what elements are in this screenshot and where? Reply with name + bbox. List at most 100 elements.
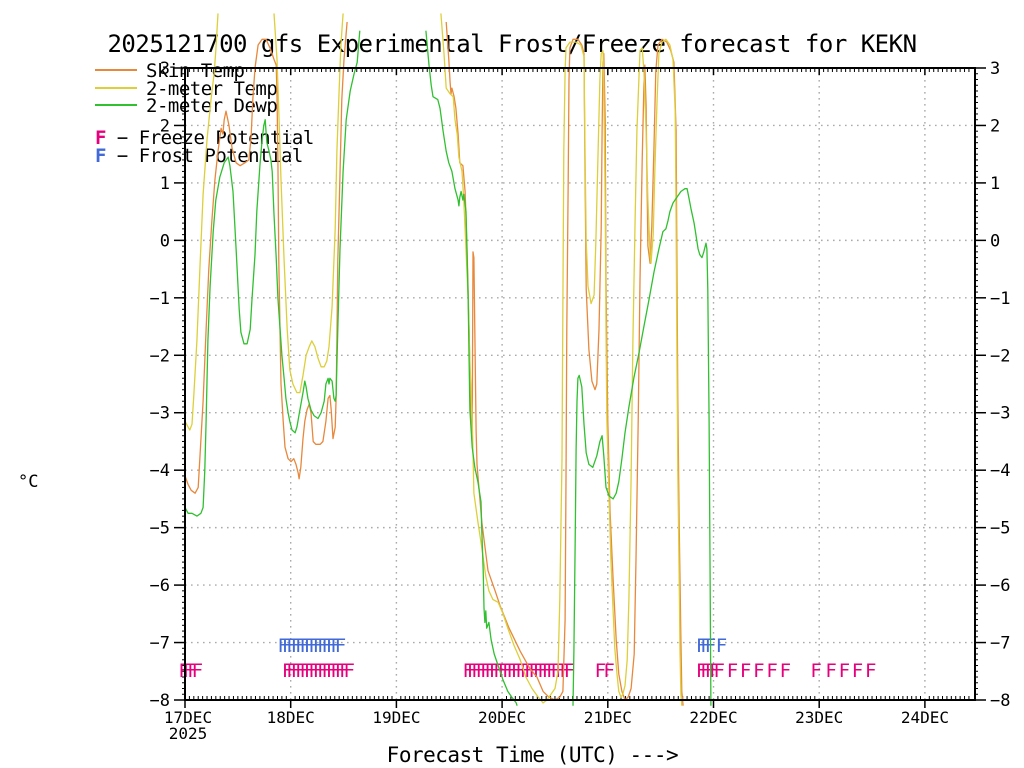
y-tick-label-left: −5 bbox=[150, 519, 170, 539]
freeze-f-mark: F bbox=[462, 660, 473, 682]
y-tick-label-left: 3 bbox=[160, 59, 170, 79]
frost-f-symbol: F bbox=[95, 145, 106, 167]
y-tick-label-right: 0 bbox=[990, 231, 1000, 251]
frost-f-mark: F bbox=[696, 635, 707, 657]
frost-f-mark: F bbox=[335, 635, 346, 657]
legend-label-skin-temp: Skin Temp bbox=[146, 60, 245, 82]
legend-freeze-potential: F − Freeze Potential bbox=[95, 127, 314, 149]
curve-2m-temp-segment bbox=[440, 13, 683, 706]
legend-frost-text: − Frost Potential bbox=[105, 145, 303, 167]
curve-skin-temp-segment bbox=[184, 21, 348, 494]
y-tick-label-right: −5 bbox=[990, 519, 1010, 539]
y-tick-label-left: −1 bbox=[150, 289, 170, 309]
y-tick-label-left: −2 bbox=[150, 346, 170, 366]
freeze-f-mark: F bbox=[559, 660, 570, 682]
freeze-f-mark: F bbox=[515, 660, 526, 682]
y-tick-label-left: −8 bbox=[150, 691, 170, 711]
freeze-f-mark: F bbox=[344, 660, 355, 682]
x-tick-label: 24DEC bbox=[901, 708, 949, 727]
freeze-f-mark: F bbox=[502, 660, 513, 682]
freeze-f-mark: F bbox=[300, 660, 311, 682]
curve-2m-temp-segment bbox=[184, 13, 219, 431]
x-tick-label: 17DEC bbox=[164, 708, 212, 727]
freeze-f-mark: F bbox=[507, 660, 518, 682]
freeze-f-mark: F bbox=[520, 660, 531, 682]
frost-f-mark: F bbox=[700, 635, 711, 657]
freeze-f-mark: F bbox=[533, 660, 544, 682]
y-tick-label-right: −1 bbox=[990, 289, 1010, 309]
legend-label-2m-dewp: 2-meter Dewp bbox=[146, 95, 278, 117]
legend-frost-potential: F − Frost Potential bbox=[95, 145, 303, 167]
curve-skin-temp bbox=[184, 21, 684, 706]
y-tick-label-left: −4 bbox=[150, 461, 170, 481]
frost-f-mark: F bbox=[326, 635, 337, 657]
y-tick-label-left: −3 bbox=[150, 404, 170, 424]
frost-f-mark: F bbox=[313, 635, 324, 657]
x-tick-label: 23DEC bbox=[795, 708, 843, 727]
legend-swatch-2m-temp bbox=[95, 87, 137, 89]
freeze-f-mark: F bbox=[282, 660, 293, 682]
legend-freeze-text: − Freeze Potential bbox=[105, 127, 314, 149]
x-axis-title: Forecast Time (UTC) ---> bbox=[386, 743, 679, 767]
freeze-f-mark: F bbox=[476, 660, 487, 682]
freeze-f-mark: F bbox=[546, 660, 557, 682]
freeze-f-mark: F bbox=[295, 660, 306, 682]
y-axis-unit-label: °C bbox=[18, 472, 39, 492]
freeze-f-mark: F bbox=[537, 660, 548, 682]
freeze-f-mark: F bbox=[317, 660, 328, 682]
frost-f-mark: F bbox=[304, 635, 315, 657]
freeze-f-mark: F bbox=[529, 660, 540, 682]
x-tick-label: 20DEC bbox=[478, 708, 526, 727]
freeze-f-mark: F bbox=[740, 660, 751, 682]
curve-2m-dewp bbox=[184, 30, 712, 706]
freeze-f-mark: F bbox=[696, 660, 707, 682]
curve-skin-temp-segment bbox=[445, 21, 684, 706]
y-tick-label-right: −8 bbox=[990, 691, 1010, 711]
curve-2m-dewp-segment bbox=[425, 30, 518, 706]
freeze-f-mark: F bbox=[766, 660, 777, 682]
freeze-f-mark: F bbox=[542, 660, 553, 682]
curve-2m-dewp-segment bbox=[184, 30, 361, 517]
freeze-f-mark: F bbox=[286, 660, 297, 682]
freeze-f-mark: F bbox=[335, 660, 346, 682]
frost-f-mark: F bbox=[291, 635, 302, 657]
frost-f-mark: F bbox=[277, 635, 288, 657]
freeze-f-mark: F bbox=[304, 660, 315, 682]
y-tick-label-left: −7 bbox=[150, 634, 170, 654]
frost-f-mark: F bbox=[308, 635, 319, 657]
frost-f-mark: F bbox=[295, 635, 306, 657]
freeze-f-mark: F bbox=[551, 660, 562, 682]
freeze-f-mark: F bbox=[753, 660, 764, 682]
freeze-f-mark: F bbox=[498, 660, 509, 682]
freeze-f-mark: F bbox=[524, 660, 535, 682]
freeze-f-mark: F bbox=[839, 660, 850, 682]
y-tick-label-right: −2 bbox=[990, 346, 1010, 366]
freeze-f-mark: F bbox=[493, 660, 504, 682]
freeze-f-mark: F bbox=[595, 660, 606, 682]
curve-2m-temp bbox=[184, 13, 683, 706]
freeze-f-mark: F bbox=[564, 660, 575, 682]
freeze-f-mark: F bbox=[714, 660, 725, 682]
freeze-f-mark: F bbox=[484, 660, 495, 682]
curve-2m-temp-segment bbox=[273, 13, 344, 394]
y-tick-label-right: 2 bbox=[990, 116, 1000, 136]
freeze-f-mark: F bbox=[187, 660, 198, 682]
freeze-f-mark: F bbox=[326, 660, 337, 682]
freeze-f-mark: F bbox=[825, 660, 836, 682]
plot-frame bbox=[184, 67, 976, 701]
frost-f-mark: F bbox=[282, 635, 293, 657]
y-tick-label-left: 1 bbox=[160, 174, 170, 194]
freeze-f-mark: F bbox=[603, 660, 614, 682]
freeze-f-mark: F bbox=[291, 660, 302, 682]
y-tick-label-right: −7 bbox=[990, 634, 1010, 654]
x-tick-label: 18DEC bbox=[267, 708, 315, 727]
legend-swatch-skin-temp bbox=[95, 69, 137, 71]
freeze-f-mark: F bbox=[308, 660, 319, 682]
freeze-f-mark: F bbox=[709, 660, 720, 682]
x-tick-label: 21DEC bbox=[584, 708, 632, 727]
curve-2m-dewp-segment bbox=[572, 188, 712, 706]
chart-title: 2025121700 gfs Experimental Frost/Freeze… bbox=[107, 30, 917, 58]
y-tick-label-right: −4 bbox=[990, 461, 1010, 481]
